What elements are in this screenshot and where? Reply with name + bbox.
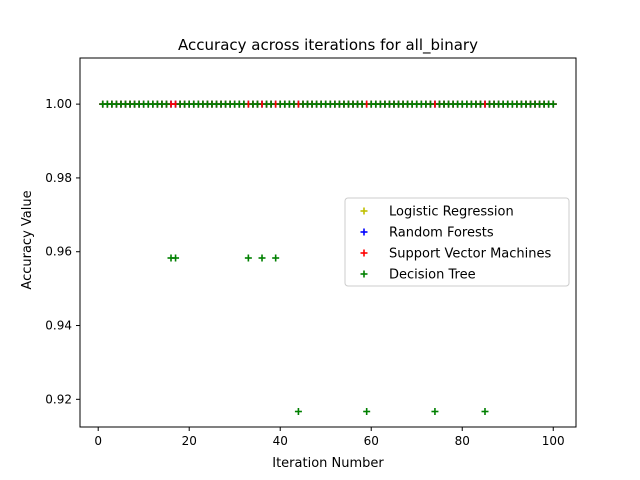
point-decision-tree <box>476 100 484 108</box>
legend-label-support-vector-machines: Support Vector Machines <box>389 247 551 262</box>
point-decision-tree <box>253 100 261 108</box>
point-decision-tree <box>290 100 298 108</box>
x-tick-label: 20 <box>182 434 197 448</box>
x-axis-ticks: 0 20 40 60 80 100 <box>94 427 565 448</box>
legend: Logistic Regression Random Forests Support… <box>344 197 570 287</box>
legend-label-random-forests: Random Forests <box>389 226 494 241</box>
point-decision-tree <box>294 408 302 416</box>
legend-label-logistic-regression: Logistic Regression <box>389 205 514 220</box>
legend-marker-decision-tree <box>360 270 368 278</box>
point-decision-tree <box>162 100 170 108</box>
point-decision-tree <box>267 100 275 108</box>
legend-marker-random-forests <box>360 228 368 236</box>
x-tick-label: 100 <box>542 434 565 448</box>
point-decision-tree <box>244 254 252 262</box>
point-decision-tree <box>481 408 489 416</box>
y-tick-label: 1.00 <box>45 97 72 111</box>
y-tick-label: 0.96 <box>45 245 72 259</box>
legend-marker-support-vector-machines <box>360 249 368 257</box>
chart-title: Accuracy across iterations for all_binar… <box>178 36 478 55</box>
y-tick-label: 0.98 <box>45 171 72 185</box>
point-decision-tree <box>431 408 439 416</box>
y-axis-ticks: 0.92 0.94 0.96 0.98 1.00 <box>45 97 80 406</box>
point-decision-tree <box>358 100 366 108</box>
legend-label-decision-tree: Decision Tree <box>389 268 476 283</box>
point-decision-tree <box>240 100 248 108</box>
legend-box <box>344 197 570 287</box>
data-points <box>99 100 557 416</box>
x-tick-label: 80 <box>455 434 470 448</box>
point-decision-tree <box>258 254 266 262</box>
point-decision-tree <box>172 254 180 262</box>
point-decision-tree <box>272 254 280 262</box>
y-tick-label: 0.94 <box>45 319 72 333</box>
x-tick-label: 60 <box>364 434 379 448</box>
x-axis-title: Iteration Number <box>272 456 384 471</box>
plot-frame <box>79 57 577 428</box>
y-axis-title: Accuracy Value <box>20 190 35 289</box>
x-tick-label: 0 <box>94 434 102 448</box>
legend-marker-logistic-regression <box>360 207 368 215</box>
point-decision-tree <box>363 408 371 416</box>
x-tick-label: 40 <box>273 434 288 448</box>
point-decision-tree <box>426 100 434 108</box>
y-tick-label: 0.92 <box>45 392 72 406</box>
point-decision-tree <box>549 100 557 108</box>
